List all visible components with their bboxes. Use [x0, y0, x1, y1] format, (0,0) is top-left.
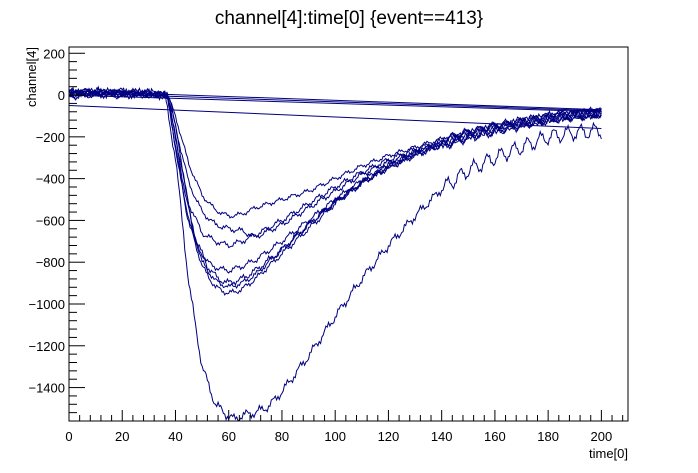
series-line-9	[68, 92, 602, 112]
series-line-12	[68, 105, 602, 129]
y-axis: 200 0 −200 −400 −600 −800 −1000 −1200 −1400	[28, 46, 85, 422]
x-tick-label: 160	[484, 429, 506, 444]
x-tick-label: 80	[275, 429, 289, 444]
x-axis-label: time[0]	[589, 446, 628, 461]
y-tick-label: −800	[36, 255, 65, 270]
y-tick-label: 0	[58, 88, 65, 103]
series-line-1	[68, 85, 602, 422]
x-tick-label: 200	[591, 429, 613, 444]
series-line-11	[68, 90, 602, 111]
y-tick-label: −600	[36, 213, 65, 228]
y-tick-label: −400	[36, 172, 65, 187]
y-tick-label: −1400	[28, 381, 65, 396]
y-tick-label: −1000	[28, 297, 65, 312]
plot-frame	[68, 46, 629, 422]
series-line-10	[68, 94, 602, 113]
chart-title: channel[4]:time[0] {event==413}	[215, 8, 483, 29]
y-tick-label: −1200	[28, 339, 65, 354]
x-tick-label: 60	[221, 429, 235, 444]
series-line-2	[68, 86, 602, 296]
x-axis: 0 20 40 60 80 100 120 140 160 180 200	[65, 410, 624, 444]
plot-series	[68, 85, 602, 422]
x-tick-label: 40	[168, 429, 182, 444]
series-line-5	[68, 87, 602, 240]
x-tick-label: 140	[431, 429, 453, 444]
series-line-8	[68, 88, 602, 274]
x-tick-label: 120	[378, 429, 400, 444]
x-tick-label: 180	[537, 429, 559, 444]
y-axis-label: channel[4]	[24, 47, 39, 107]
x-tick-label: 100	[324, 429, 346, 444]
y-tick-label: −200	[36, 130, 65, 145]
x-tick-label: 20	[115, 429, 129, 444]
x-tick-label: 0	[65, 429, 72, 444]
series-line-7	[68, 87, 602, 249]
y-tick-label: 200	[43, 46, 65, 61]
